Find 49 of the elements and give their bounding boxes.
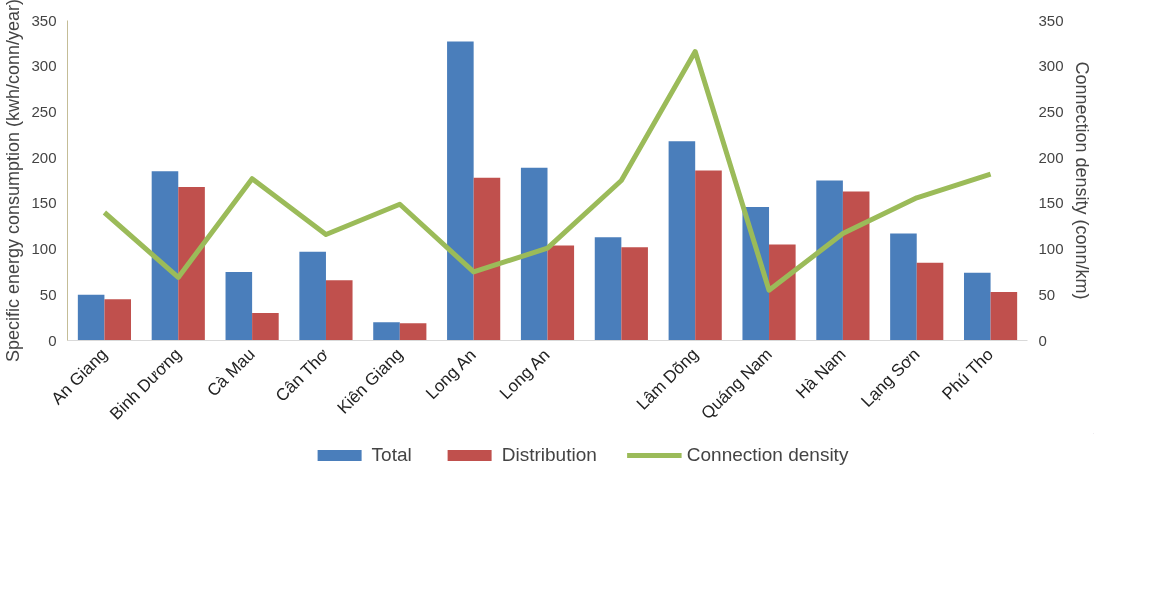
y-tick-label: 0 xyxy=(48,331,57,349)
bar xyxy=(151,171,179,341)
legend-label: Total xyxy=(371,444,412,466)
y2-tick-label: 50 xyxy=(1038,285,1056,303)
y2-tick-label: 0 xyxy=(1038,331,1047,349)
y-tick-label: 350 xyxy=(31,11,57,29)
bar xyxy=(399,323,427,341)
bar xyxy=(178,186,205,341)
bar xyxy=(963,272,991,341)
bar xyxy=(77,294,105,341)
y-tick-label: 50 xyxy=(39,285,57,303)
y2-tick-label: 350 xyxy=(1038,11,1064,29)
bar xyxy=(621,247,648,341)
y2-tick-label: 300 xyxy=(1038,57,1064,75)
bar xyxy=(769,244,796,341)
bar xyxy=(373,322,400,341)
bar xyxy=(842,191,870,341)
bar xyxy=(816,180,843,341)
bar xyxy=(890,233,917,341)
bar xyxy=(916,262,944,341)
y2-tick-label: 200 xyxy=(1038,148,1064,166)
y-tick-label: 100 xyxy=(31,240,57,258)
bar xyxy=(594,237,622,341)
x-tick-label: Phú Tho xyxy=(938,344,998,404)
bar xyxy=(447,41,474,341)
y-axis-title: Specific energy consumption (kwh/conn/year) xyxy=(3,0,24,363)
bar xyxy=(547,245,575,341)
bar xyxy=(325,280,353,341)
y2-tick-label: 150 xyxy=(1038,194,1064,212)
y2-tick-label: 100 xyxy=(1038,240,1064,258)
bar xyxy=(668,141,696,341)
x-tick-label: Cân Thơ xyxy=(271,345,333,406)
bar xyxy=(225,271,253,341)
bar xyxy=(252,313,279,341)
y2-axis-title: Connection density (conn/km) xyxy=(1071,61,1092,300)
legend-label: Connection density xyxy=(686,444,849,466)
x-tick-label: Cà Mau xyxy=(203,344,259,401)
bar xyxy=(520,167,548,341)
y2-tick-label: 250 xyxy=(1038,102,1064,120)
bar xyxy=(299,251,326,341)
bar xyxy=(990,292,1018,341)
bar xyxy=(695,170,722,341)
bar xyxy=(473,177,501,341)
y-tick-label: 150 xyxy=(31,194,57,212)
legend-label: Distribution xyxy=(501,444,597,466)
y-tick-label: 300 xyxy=(31,57,57,75)
bar xyxy=(104,299,132,341)
y-tick-label: 250 xyxy=(31,102,57,120)
y-tick-label: 200 xyxy=(31,148,57,166)
